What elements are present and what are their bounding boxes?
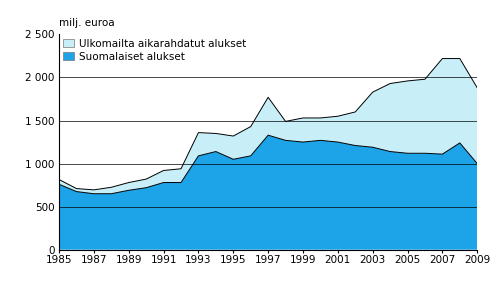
Legend: Ulkomailta aikarahdatut alukset, Suomalaiset alukset: Ulkomailta aikarahdatut alukset, Suomala…	[61, 36, 248, 64]
Text: milj. euroa: milj. euroa	[59, 18, 115, 28]
